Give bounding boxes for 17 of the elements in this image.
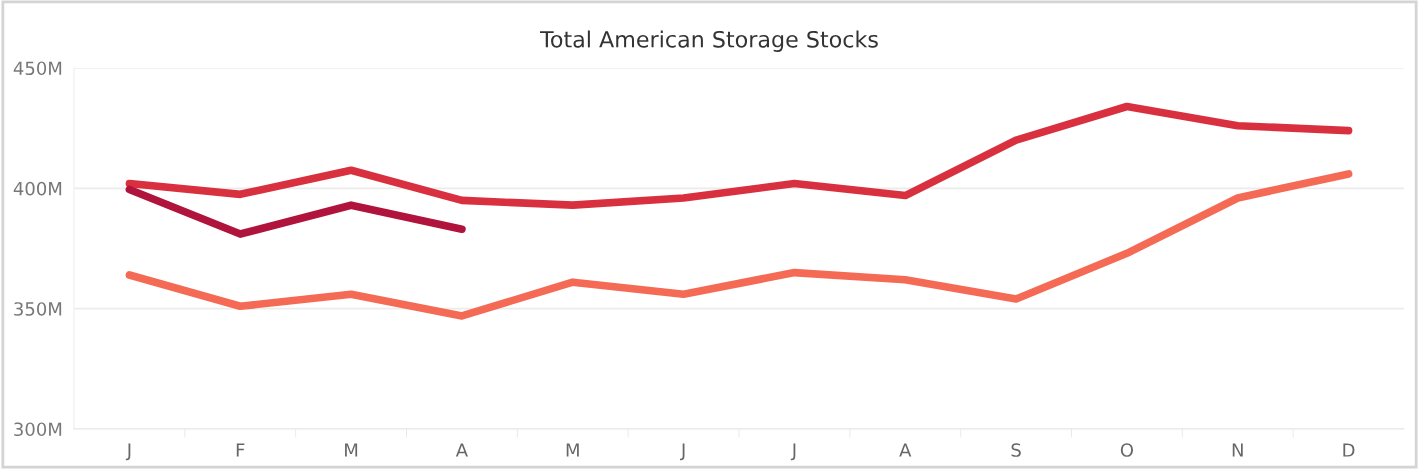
x-tick-label: N <box>1232 443 1243 457</box>
x-tick-label: M <box>345 443 358 457</box>
y-tick-label: 350M <box>14 302 62 316</box>
chart-title: Total American Storage Stocks <box>540 30 878 52</box>
x-tick-label: A <box>899 443 912 457</box>
x-tick-label: F <box>236 443 245 457</box>
x-tick-label: S <box>1011 443 1021 457</box>
x-tick-label: J <box>790 443 796 461</box>
y-tick-label: 300M <box>14 422 62 437</box>
x-tick-label: O <box>1120 443 1134 457</box>
x-tick-label: M <box>566 443 579 457</box>
y-tick-label: 450M <box>13 61 62 76</box>
x-tick-label: J <box>679 443 685 461</box>
x-tick-label: A <box>455 443 468 457</box>
x-tick-label: D <box>1343 443 1355 457</box>
y-tick-label: 400M <box>13 181 62 196</box>
x-tick-label: J <box>125 443 131 461</box>
